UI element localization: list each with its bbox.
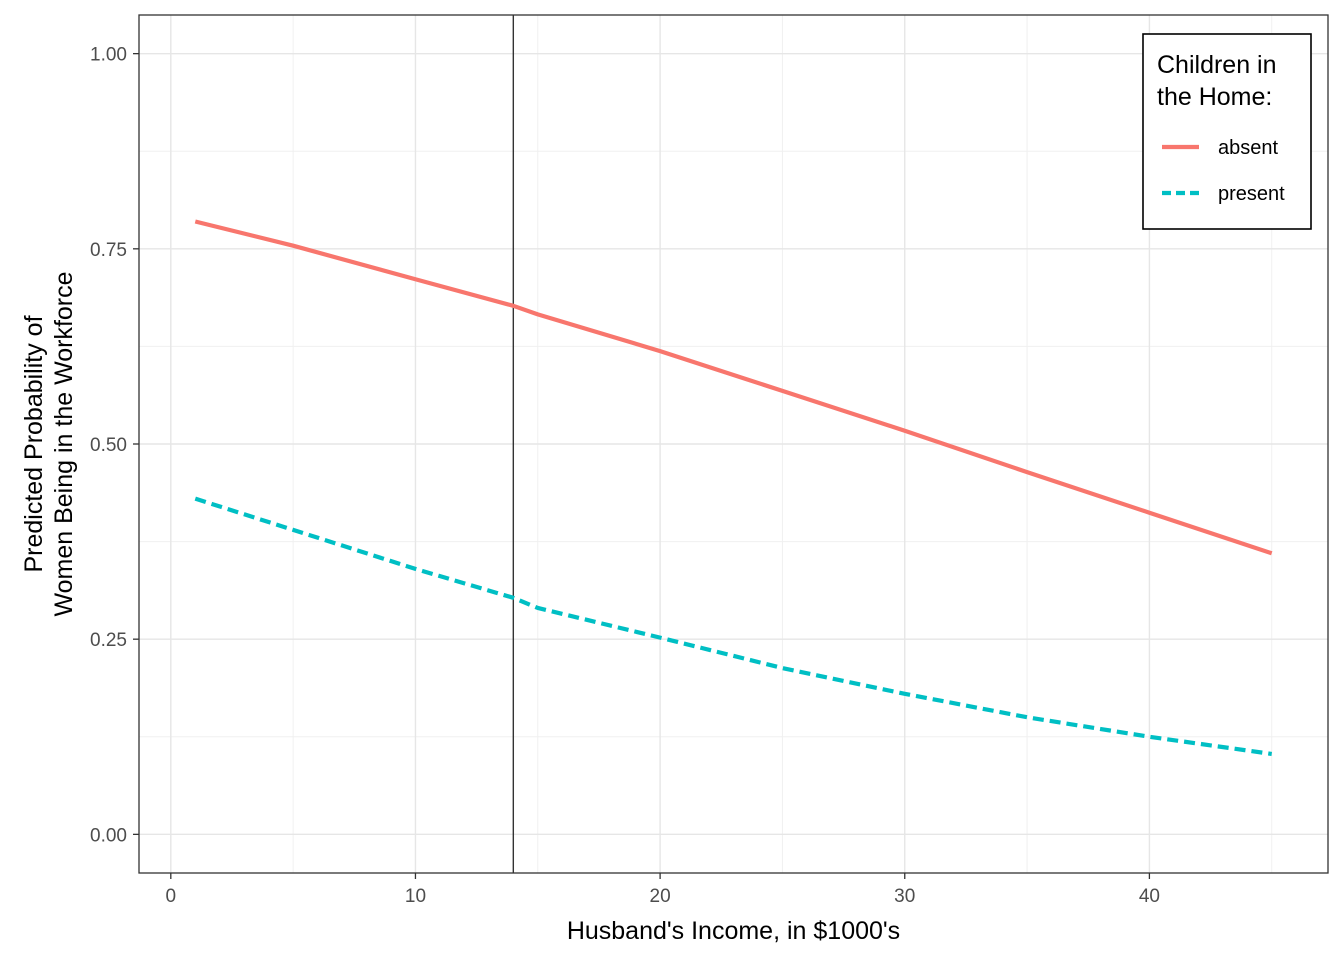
legend-box (1142, 33, 1312, 230)
x-tick-label: 20 (650, 886, 671, 907)
y-tick-label: 0.25 (90, 630, 127, 651)
x-tick-label: 40 (1139, 886, 1160, 907)
y-axis: 0.00 0.25 0.50 0.75 1.00 (90, 45, 139, 846)
x-tick-label: 10 (405, 886, 426, 907)
y-axis-title-line-1: Predicted Probability of (20, 315, 48, 572)
series-line-present (194, 496, 1273, 757)
legend-title-line-1: Children in (1157, 51, 1277, 79)
y-tick-label: 0.00 (90, 825, 127, 846)
legend-label-absent: absent (1218, 137, 1278, 159)
series-line-absent (194, 219, 1273, 556)
y-axis-title-line-2: Women Being in the Workforce (50, 271, 78, 616)
legend: Children in the Home: absent present (1142, 33, 1312, 230)
legend-label-present: present (1218, 183, 1285, 205)
y-tick-label: 0.75 (90, 240, 127, 261)
x-axis-title: Husband's Income, in $1000's (567, 917, 900, 945)
legend-title-line-2: the Home: (1157, 83, 1272, 111)
legend-item-present: present (1162, 183, 1285, 205)
grid-major (139, 15, 1328, 873)
x-tick-label: 30 (894, 886, 915, 907)
series-layer (194, 219, 1273, 757)
legend-item-absent: absent (1162, 137, 1278, 159)
y-tick-label: 0.50 (90, 435, 127, 456)
x-tick-label: 0 (166, 886, 177, 907)
y-axis-title: Predicted Probability of Women Being in … (20, 271, 78, 616)
y-tick-label: 1.00 (90, 45, 127, 66)
x-axis: 0 10 20 30 40 (166, 873, 1160, 907)
legend-items: absent present (1162, 137, 1285, 205)
